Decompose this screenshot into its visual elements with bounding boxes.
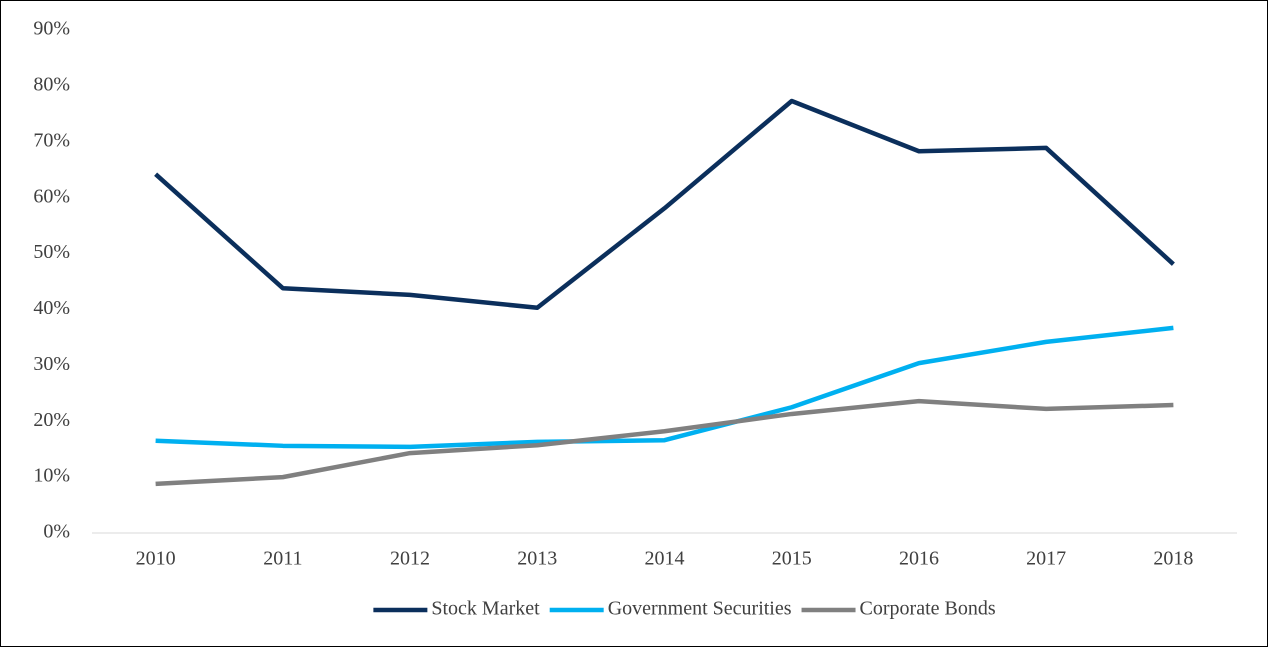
x-tick-label: 2011 [263,548,302,570]
y-tick-label: 60% [33,185,70,207]
y-tick-label: 0% [43,521,70,543]
legend-label: Stock Market [431,598,540,620]
x-tick-label: 2012 [390,548,430,570]
series-line [155,398,1174,487]
legend-label: Government Securities [608,598,792,620]
legend-label: Corporate Bonds [860,598,996,620]
x-tick-label: 2014 [645,548,685,570]
series-line [154,98,1175,311]
y-tick-label: 80% [33,73,70,95]
series-line [155,325,1174,450]
y-tick-label: 50% [33,241,70,263]
y-tick-label: 30% [33,353,70,375]
x-tick-label: 2017 [1026,548,1066,570]
x-tick-label: 2010 [136,548,176,570]
y-tick-label: 40% [33,297,70,319]
x-tick-label: 2016 [899,548,939,570]
y-tick-label: 90% [33,18,70,40]
x-tick-label: 2018 [1153,548,1193,570]
y-tick-label: 20% [33,409,70,431]
x-tick-label: 2015 [772,548,812,570]
x-tick-label: 2013 [517,548,557,570]
y-tick-label: 10% [33,465,70,487]
y-tick-label: 70% [33,129,70,151]
